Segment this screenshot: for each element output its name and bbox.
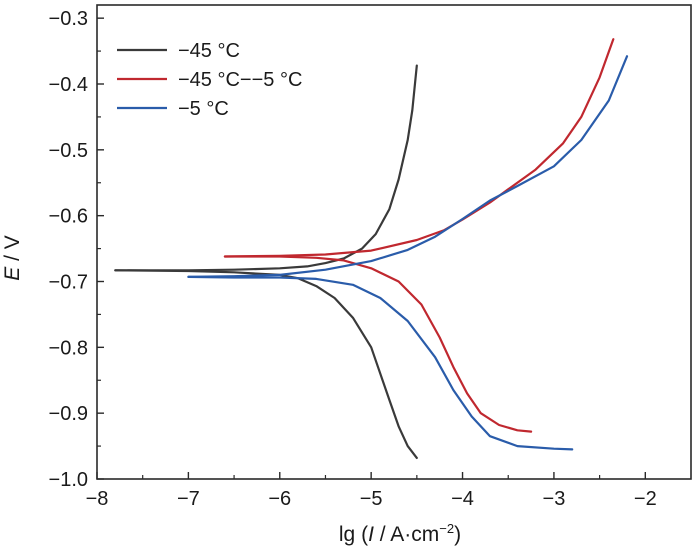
y-tick-label: −0.5 — [49, 140, 88, 162]
x-axis-title: lg (I / A·cm−2) — [339, 521, 461, 546]
y-tick-label: −0.4 — [49, 74, 88, 96]
y-tick-label: −0.6 — [49, 206, 88, 228]
legend-item: −5 °C — [117, 98, 229, 120]
y-tick-label: −0.7 — [49, 272, 88, 294]
series-2-anodic-branch — [187, 55, 629, 278]
x-tick-label: −7 — [177, 488, 200, 510]
x-tick-label: −5 — [360, 488, 383, 510]
y-tick-label: −0.8 — [49, 337, 88, 359]
y-axis-title: E / V — [1, 235, 24, 281]
x-tick-label: −6 — [268, 488, 291, 510]
legend: −45 °C −45 °C−−5 °C −5 °C — [117, 40, 302, 120]
y-tick-label: −1.0 — [49, 469, 88, 491]
x-tick-label: −4 — [451, 488, 474, 510]
legend-label: −5 °C — [178, 98, 229, 120]
plot-frame — [96, 4, 692, 480]
series-layer — [114, 38, 629, 459]
y-tick-label: −0.9 — [49, 403, 88, 425]
legend-item: −45 °C−−5 °C — [117, 69, 302, 91]
y-tick-label: −0.3 — [49, 8, 88, 30]
x-tick-label: −2 — [634, 488, 657, 510]
series-1-cathodic-branch — [223, 255, 533, 433]
x-tick-label: −8 — [86, 488, 109, 510]
series-0-cathodic-branch — [114, 269, 418, 459]
series-2-cathodic-branch — [187, 275, 574, 451]
legend-item: −45 °C — [117, 40, 240, 62]
x-tick-label: −3 — [543, 488, 566, 510]
legend-label: −45 °C — [178, 40, 240, 62]
x-axis: −8 −7 −6 −5 −4 −3 −2 — [86, 472, 657, 510]
y-axis: −1.0 −0.9 −0.8 −0.7 −0.6 −0.5 −0.4 −0.3 — [49, 8, 104, 491]
series-0-anodic-branch — [114, 64, 418, 272]
legend-label: −45 °C−−5 °C — [178, 69, 302, 91]
